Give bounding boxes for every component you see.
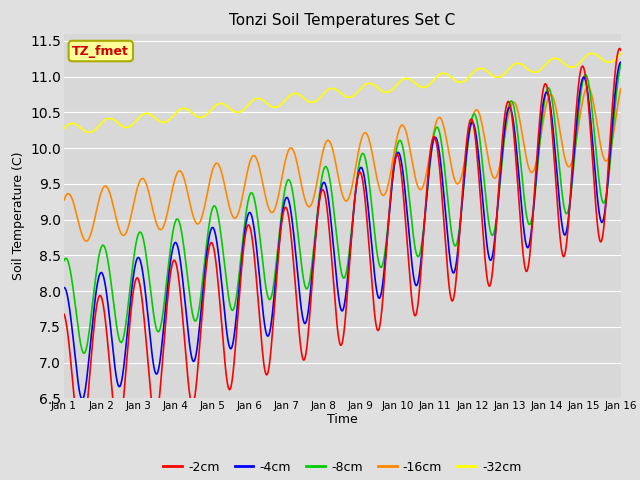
-32cm: [308, 99, 316, 105]
-32cm: [126, 123, 134, 129]
-32cm: [378, 88, 385, 94]
-2cm: [104, 337, 111, 343]
Line: -8cm: -8cm: [64, 64, 621, 353]
-4cm: [318, 182, 326, 188]
-8cm: [104, 255, 111, 261]
-16cm: [584, 84, 591, 90]
-2cm: [318, 187, 326, 193]
-16cm: [104, 185, 111, 191]
-16cm: [378, 191, 385, 196]
-4cm: [78, 396, 86, 402]
-32cm: [60, 126, 68, 132]
-32cm: [617, 50, 625, 56]
-2cm: [297, 343, 305, 349]
-16cm: [297, 178, 305, 183]
-8cm: [80, 350, 88, 356]
-2cm: [308, 279, 316, 285]
-32cm: [85, 130, 93, 135]
Title: Tonzi Soil Temperatures Set C: Tonzi Soil Temperatures Set C: [229, 13, 456, 28]
-16cm: [60, 197, 68, 203]
Line: -4cm: -4cm: [64, 62, 621, 399]
-32cm: [104, 116, 111, 121]
-32cm: [318, 92, 326, 98]
Line: -32cm: -32cm: [64, 53, 621, 132]
-2cm: [617, 47, 625, 53]
-8cm: [378, 264, 385, 270]
-32cm: [588, 50, 596, 56]
-2cm: [126, 318, 134, 324]
-16cm: [126, 217, 134, 223]
-4cm: [617, 60, 625, 65]
Legend: -2cm, -4cm, -8cm, -16cm, -32cm: -2cm, -4cm, -8cm, -16cm, -32cm: [158, 456, 527, 479]
-4cm: [126, 301, 134, 307]
-4cm: [60, 285, 68, 290]
-2cm: [60, 312, 68, 317]
-4cm: [378, 290, 385, 296]
Line: -16cm: -16cm: [64, 87, 621, 241]
-2cm: [616, 46, 623, 51]
Line: -2cm: -2cm: [64, 48, 621, 449]
-8cm: [60, 258, 68, 264]
-16cm: [83, 238, 90, 244]
-8cm: [308, 260, 316, 266]
-4cm: [104, 297, 111, 303]
Text: TZ_fmet: TZ_fmet: [72, 45, 129, 58]
-8cm: [617, 61, 625, 67]
-8cm: [318, 173, 326, 179]
-8cm: [126, 285, 134, 291]
-32cm: [297, 93, 305, 98]
-4cm: [308, 270, 316, 276]
-16cm: [308, 200, 316, 205]
-2cm: [378, 313, 385, 319]
-4cm: [297, 300, 305, 306]
-16cm: [617, 86, 625, 92]
X-axis label: Time: Time: [327, 413, 358, 426]
Y-axis label: Soil Temperature (C): Soil Temperature (C): [12, 152, 25, 280]
-16cm: [318, 152, 326, 158]
-2cm: [77, 446, 85, 452]
-8cm: [297, 255, 305, 261]
